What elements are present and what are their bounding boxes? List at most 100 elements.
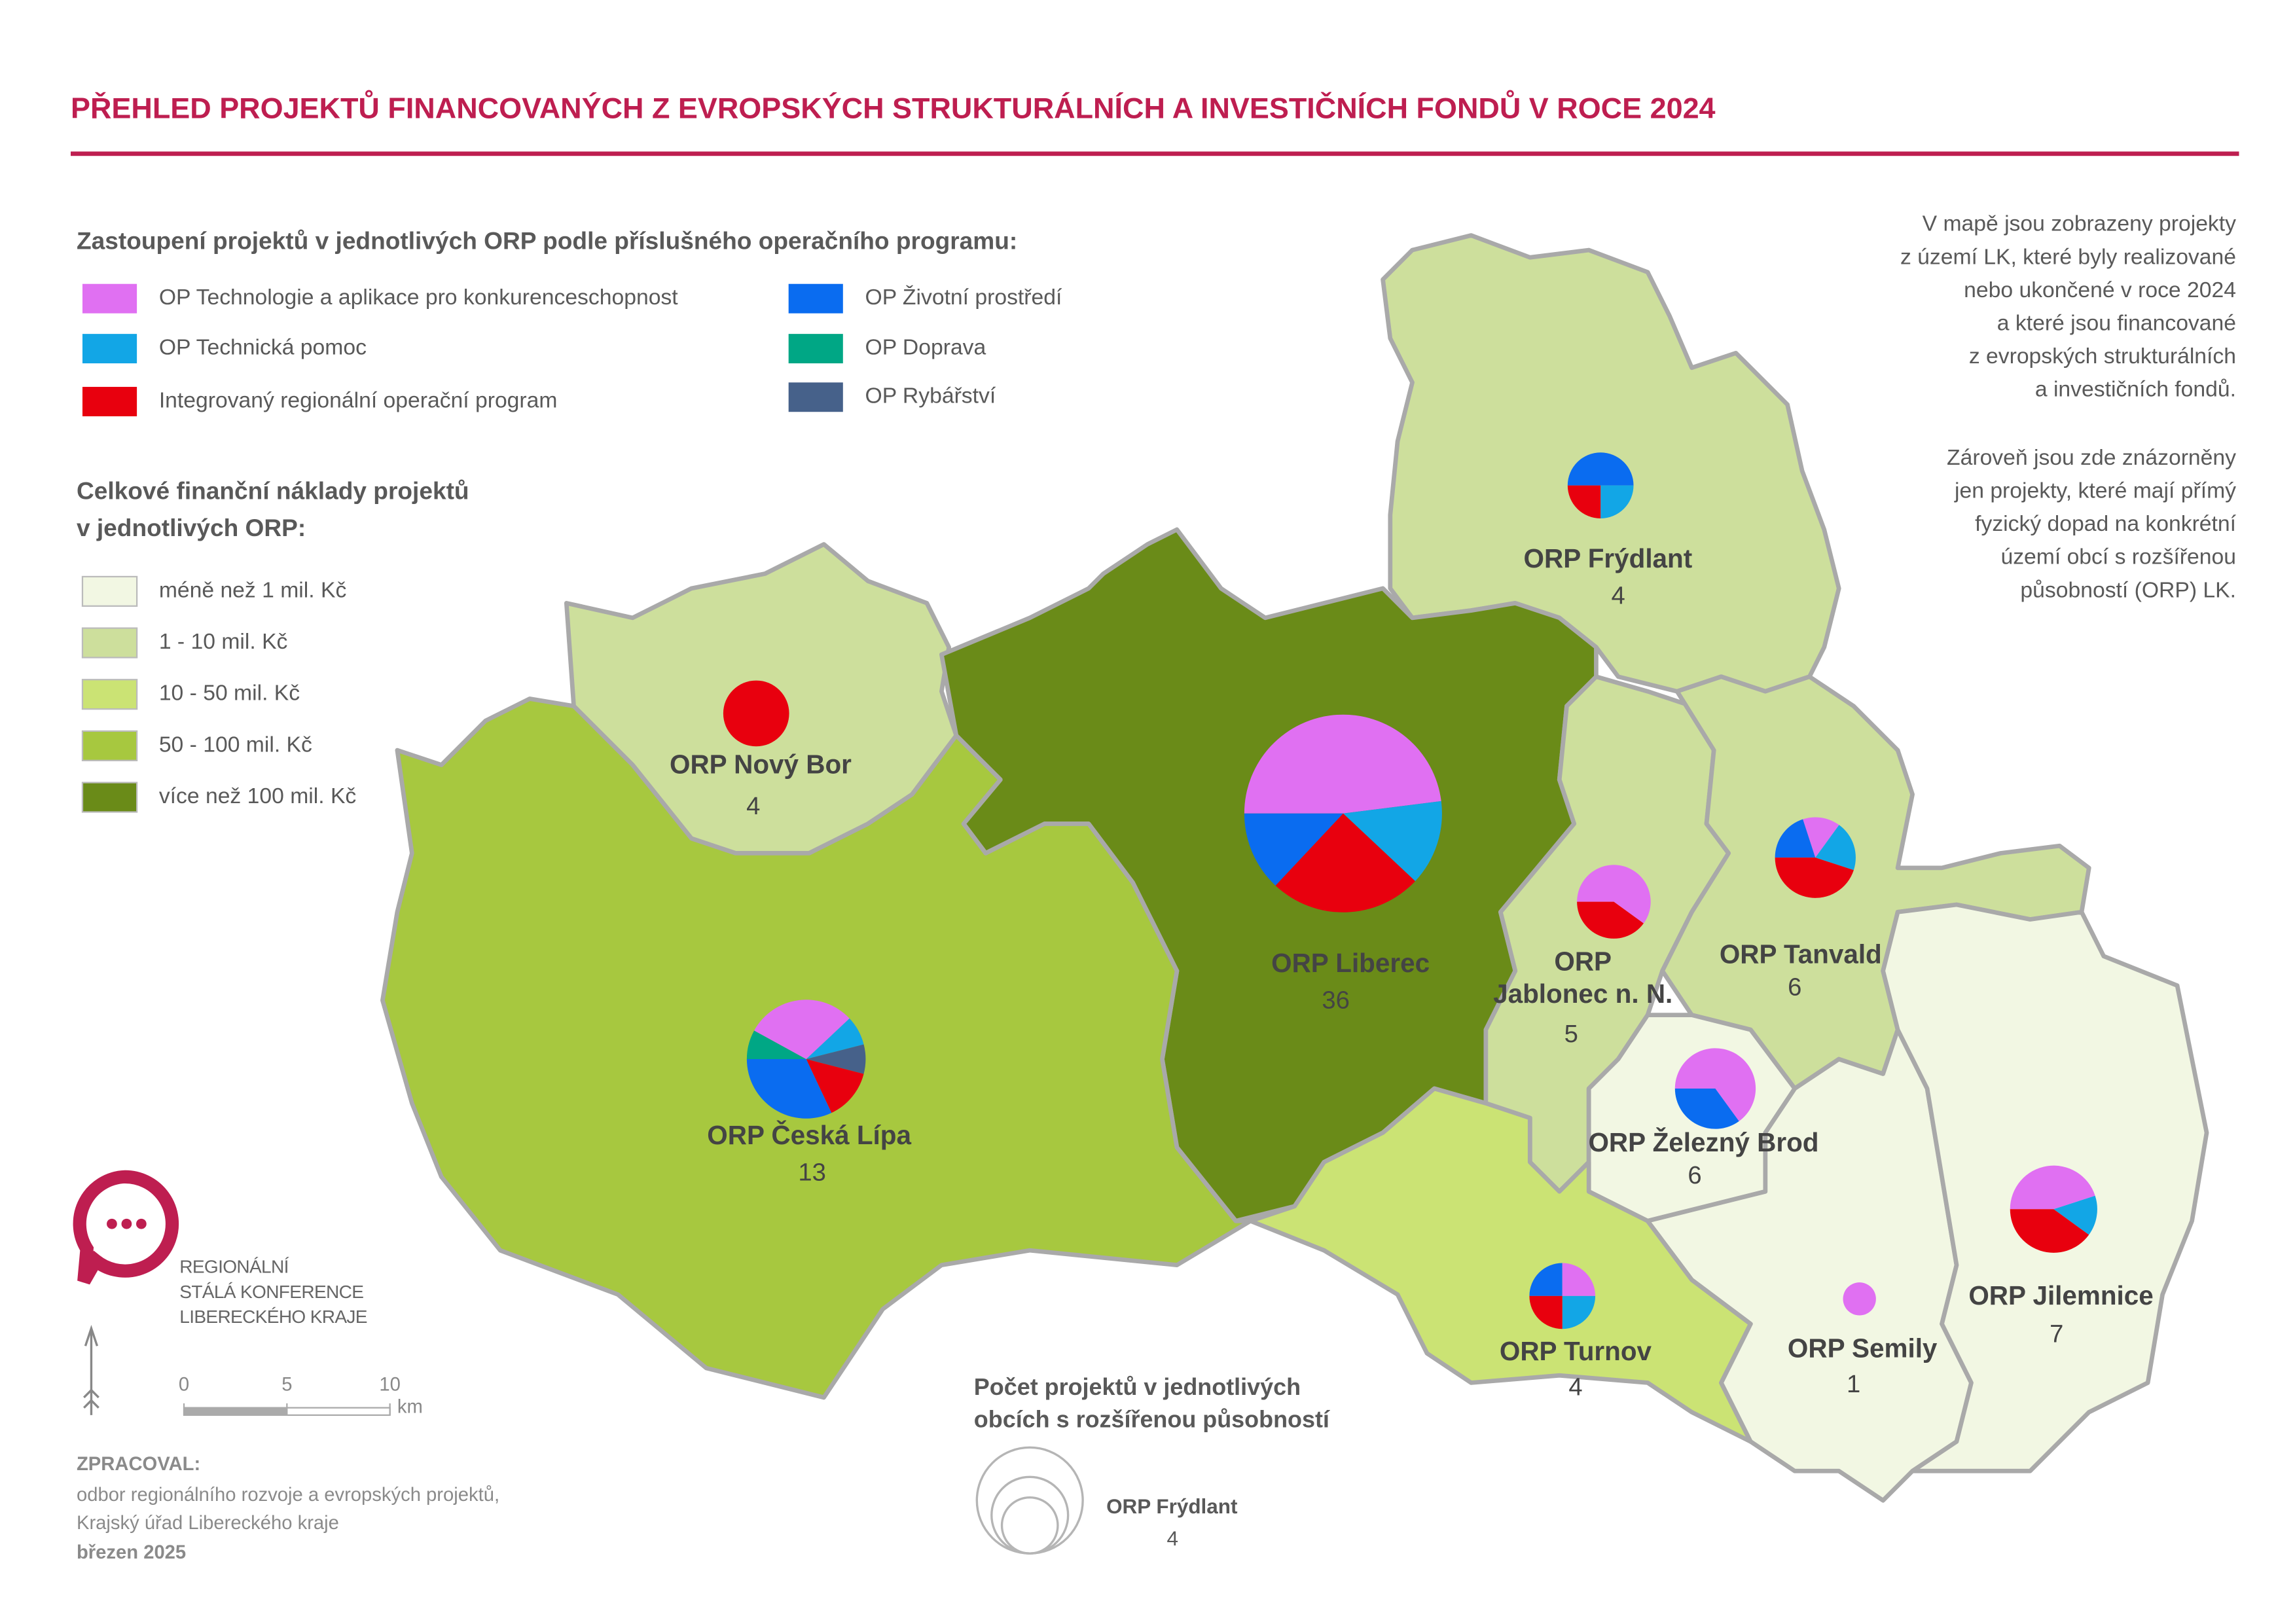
credits-label: ZPRACOVAL: [77, 1454, 200, 1475]
pie-slice [1775, 857, 1854, 898]
size-legend-name: ORP Frýdlant [1106, 1495, 1238, 1518]
legend-label: 10 - 50 mil. Kč [159, 681, 300, 706]
title-rule [70, 151, 2239, 156]
legend-label: 50 - 100 mil. Kč [159, 732, 312, 757]
region-name: ORP Česká Lípa [707, 1120, 911, 1150]
scale-tick-label: 5 [281, 1375, 292, 1396]
pie-slice [2010, 1165, 2095, 1210]
pie-slice [1577, 865, 1651, 924]
legend-label: méně než 1 mil. Kč [159, 577, 346, 602]
region-count: 13 [798, 1158, 825, 1186]
pie-slice [1529, 1263, 1563, 1296]
pie-slice [1803, 817, 1839, 858]
legend-swatch [788, 283, 843, 314]
logo-line: REGIONÁLNÍ [179, 1257, 289, 1277]
pie-slice [1674, 1088, 1739, 1129]
region-name: ORP Liberec [1271, 948, 1430, 978]
size-circle [1000, 1496, 1059, 1555]
region-count: 7 [2050, 1320, 2063, 1348]
pie-slice [2010, 1209, 2089, 1253]
scale-tick-label: 10 [379, 1375, 400, 1396]
pie-slice [1577, 901, 1644, 939]
legend-swatch [82, 387, 137, 416]
note-line: nebo ukončené v roce 2024 [1964, 278, 2236, 302]
region-count: 4 [1568, 1373, 1582, 1401]
pie-slice [746, 1030, 806, 1060]
north-arrow [83, 1324, 99, 1415]
logo-dot [107, 1218, 117, 1229]
pie-slice [1529, 1295, 1563, 1329]
scale-tick-label: 0 [179, 1375, 189, 1396]
pie-slice [1567, 485, 1601, 518]
pie-slice [1562, 1295, 1596, 1329]
pie-slice [1815, 825, 1856, 871]
pie-slice [1244, 813, 1343, 886]
logo [73, 1170, 179, 1285]
region-count: 4 [746, 792, 760, 820]
pie-slice [1843, 1282, 1876, 1316]
region-name: ORP Semily [1788, 1333, 1938, 1363]
legend-swatch [81, 575, 138, 607]
pie-slice [1567, 452, 1634, 486]
region-name: ORP Tanvald [1720, 939, 1882, 969]
region-count: 5 [1564, 1020, 1578, 1048]
note-line: z území LK, které byly realizované [1900, 244, 2236, 269]
note-line: a které jsou financované [1997, 310, 2236, 335]
logo-line: STÁLÁ KONFERENCE [179, 1282, 363, 1302]
note-line: a investičních fondů. [2035, 377, 2236, 402]
pie-slice [806, 1044, 866, 1074]
legend-swatch [81, 627, 138, 659]
region-count: 6 [1688, 1161, 1701, 1189]
legend-title: Celkové finanční náklady projektů [77, 477, 469, 505]
pie-slice [806, 1059, 864, 1113]
scale-unit: km [397, 1396, 423, 1417]
region-count: 36 [1322, 986, 1349, 1014]
region-count: 1 [1847, 1370, 1860, 1398]
legend-swatch [82, 283, 137, 314]
legend-label: OP Technologie a aplikace pro konkurence… [159, 285, 678, 310]
legend-swatch [81, 679, 138, 710]
legend-title: v jednotlivých ORP: [77, 514, 306, 541]
region-name: ORP Nový Bor [670, 749, 852, 780]
pie-slice [2053, 1195, 2097, 1235]
region-name: ORP Jilemnice [1968, 1280, 2153, 1310]
region-name: ORP Turnov [1500, 1336, 1652, 1366]
legend-label: více než 100 mil. Kč [159, 784, 356, 808]
pie-slice [723, 680, 789, 747]
logo-dot [121, 1218, 132, 1229]
pie-slice [1600, 485, 1634, 518]
legend-label: OP Doprava [865, 335, 986, 360]
note-line: jen projekty, které mají přímý [1954, 478, 2236, 503]
credits-line: Krajský úřad Libereckého kraje [77, 1513, 339, 1534]
region-name: Jablonec n. N. [1493, 979, 1672, 1009]
logo-bubble [73, 1170, 179, 1285]
note-line: Zároveň jsou zde znázorněny [1947, 445, 2236, 470]
legend-label: OP Životní prostředí [865, 285, 1062, 310]
legend-title: Zastoupení projektů v jednotlivých ORP p… [77, 227, 1017, 255]
legend-label: OP Technická pomoc [159, 335, 367, 360]
scale-bar-fill [184, 1407, 287, 1415]
region-count: 6 [1788, 973, 1801, 1001]
arrow-head [84, 1324, 99, 1346]
note-line: V mapě jsou zobrazeny projekty [1923, 211, 2237, 236]
legend-label: 1 - 10 mil. Kč [159, 629, 288, 654]
legend-label: OP Rybářství [865, 384, 996, 408]
note-line: z evropských strukturálních [1969, 344, 2236, 369]
pie-slice [806, 1018, 864, 1060]
region-name: ORP Frýdlant [1524, 543, 1693, 573]
pie-slice [1275, 813, 1415, 912]
pie-slice [1674, 1048, 1756, 1121]
note-line: území obcí s rozšířenou [2000, 545, 2235, 569]
size-legend-circles [975, 1446, 1084, 1555]
pie-slice [754, 1000, 850, 1060]
pie-slice [1562, 1263, 1596, 1296]
region-count: 4 [1612, 581, 1625, 609]
note-line: působností (ORP) LK. [2020, 577, 2236, 602]
pie-slice [1343, 801, 1442, 882]
pie-slice [1244, 714, 1441, 814]
credits-line: odbor regionálního rozvoje a evropských … [77, 1485, 499, 1506]
legend-swatch [81, 730, 138, 761]
note-line: fyzický dopad na konkrétní [1975, 511, 2236, 536]
